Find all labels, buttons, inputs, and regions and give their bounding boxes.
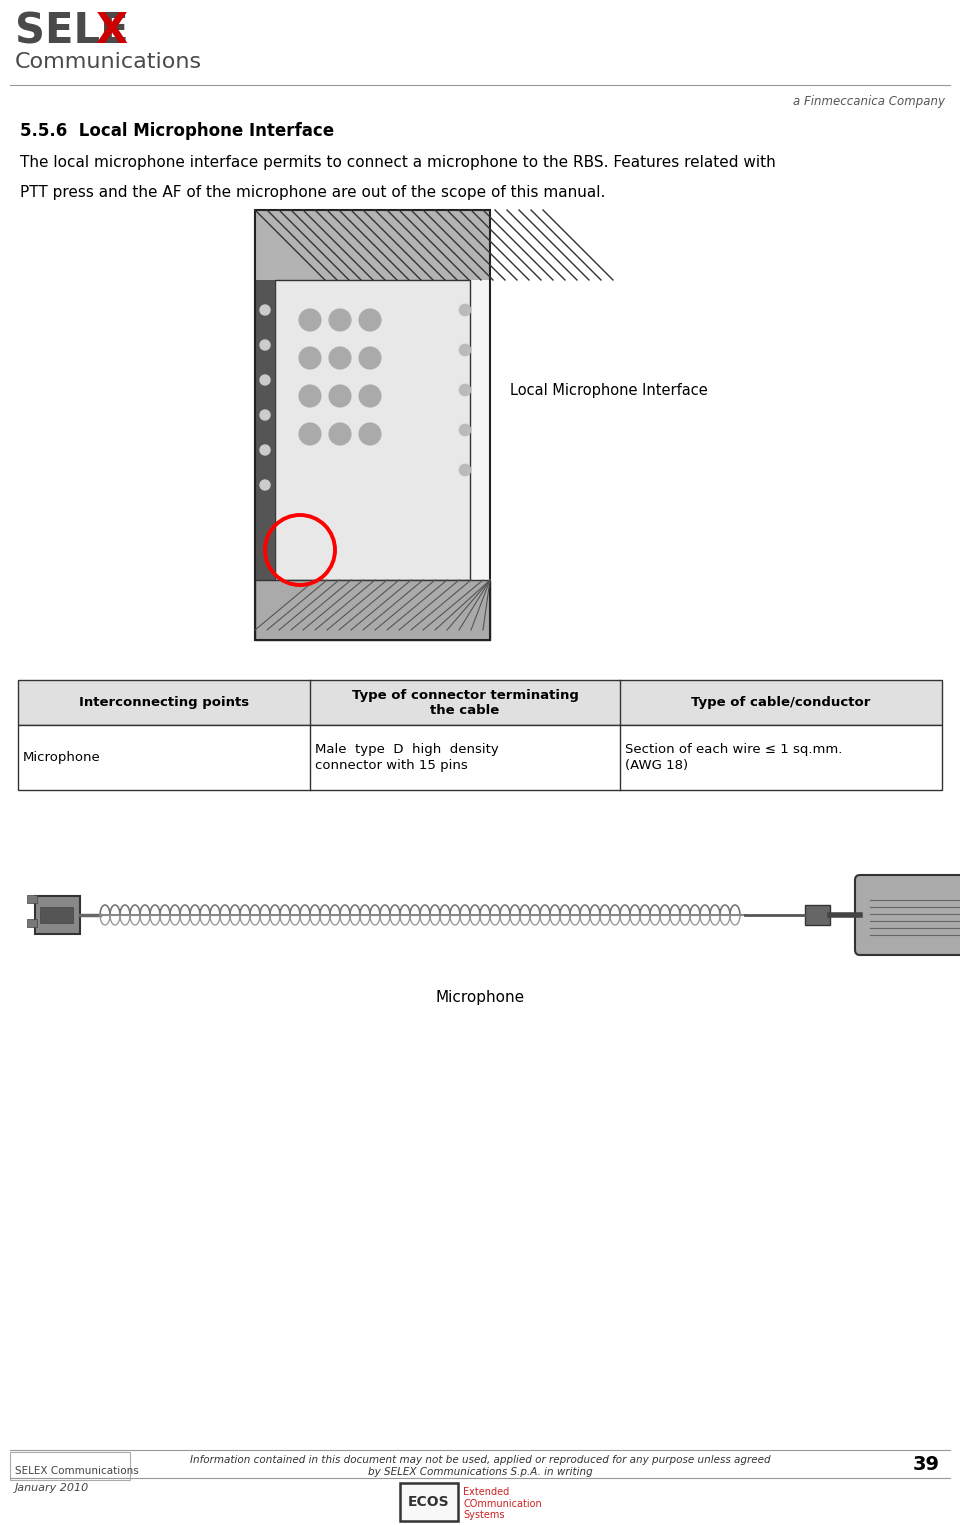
Text: January 2010: January 2010 [15,1482,89,1493]
Circle shape [359,422,381,445]
Circle shape [299,310,321,331]
Text: Male  type  D  high  density
connector with 15 pins: Male type D high density connector with … [315,744,499,772]
Bar [18,680,942,724]
Text: Type of cable/conductor: Type of cable/conductor [691,695,871,709]
Circle shape [459,384,471,396]
Circle shape [260,340,270,351]
Text: X: X [95,11,127,52]
Bar [18,724,942,790]
Text: Information contained in this document may not be used, applied or reproduced fo: Information contained in this document m… [190,1455,770,1476]
Text: Type of connector terminating
the cable: Type of connector terminating the cable [351,688,579,717]
Bar [10,1452,130,1479]
Bar [255,281,275,580]
Circle shape [299,348,321,369]
Bar [255,580,490,640]
Text: Extended
COmmunication
Systems: Extended COmmunication Systems [463,1487,541,1520]
Text: Communications: Communications [15,52,203,72]
Circle shape [299,422,321,445]
Circle shape [359,348,381,369]
Circle shape [260,410,270,419]
Text: Microphone: Microphone [436,990,524,1005]
Circle shape [459,303,471,316]
Text: The local microphone interface permits to connect a microphone to the RBS. Featu: The local microphone interface permits t… [20,156,776,169]
Text: Interconnecting points: Interconnecting points [79,695,249,709]
Circle shape [329,348,351,369]
Bar [35,897,80,933]
Circle shape [329,422,351,445]
Circle shape [459,424,471,436]
Circle shape [329,384,351,407]
Bar [255,210,490,640]
Bar [275,281,470,580]
Circle shape [459,464,471,476]
Bar [400,1482,458,1520]
Circle shape [359,384,381,407]
Text: 39: 39 [913,1455,940,1475]
Text: ECOS: ECOS [408,1494,450,1510]
Bar [27,895,37,903]
Text: Section of each wire ≤ 1 sq.mm.
(AWG 18): Section of each wire ≤ 1 sq.mm. (AWG 18) [625,744,842,772]
Text: 5.5.6  Local Microphone Interface: 5.5.6 Local Microphone Interface [20,122,334,140]
Circle shape [459,345,471,355]
Bar [40,907,73,923]
Circle shape [359,310,381,331]
Text: a Finmeccanica Company: a Finmeccanica Company [793,95,945,108]
Bar [255,210,490,640]
Bar [255,210,490,281]
Text: SELE: SELE [15,11,129,52]
FancyBboxPatch shape [855,875,960,955]
Circle shape [260,445,270,454]
Text: Local Microphone Interface: Local Microphone Interface [510,383,708,398]
Circle shape [260,375,270,384]
Circle shape [329,310,351,331]
Text: SELEX Communications: SELEX Communications [15,1466,139,1476]
Bar [805,904,830,926]
Circle shape [299,384,321,407]
Text: PTT press and the AF of the microphone are out of the scope of this manual.: PTT press and the AF of the microphone a… [20,185,606,200]
Circle shape [260,305,270,316]
Circle shape [260,480,270,490]
Text: Microphone: Microphone [23,750,101,764]
Bar [27,920,37,927]
